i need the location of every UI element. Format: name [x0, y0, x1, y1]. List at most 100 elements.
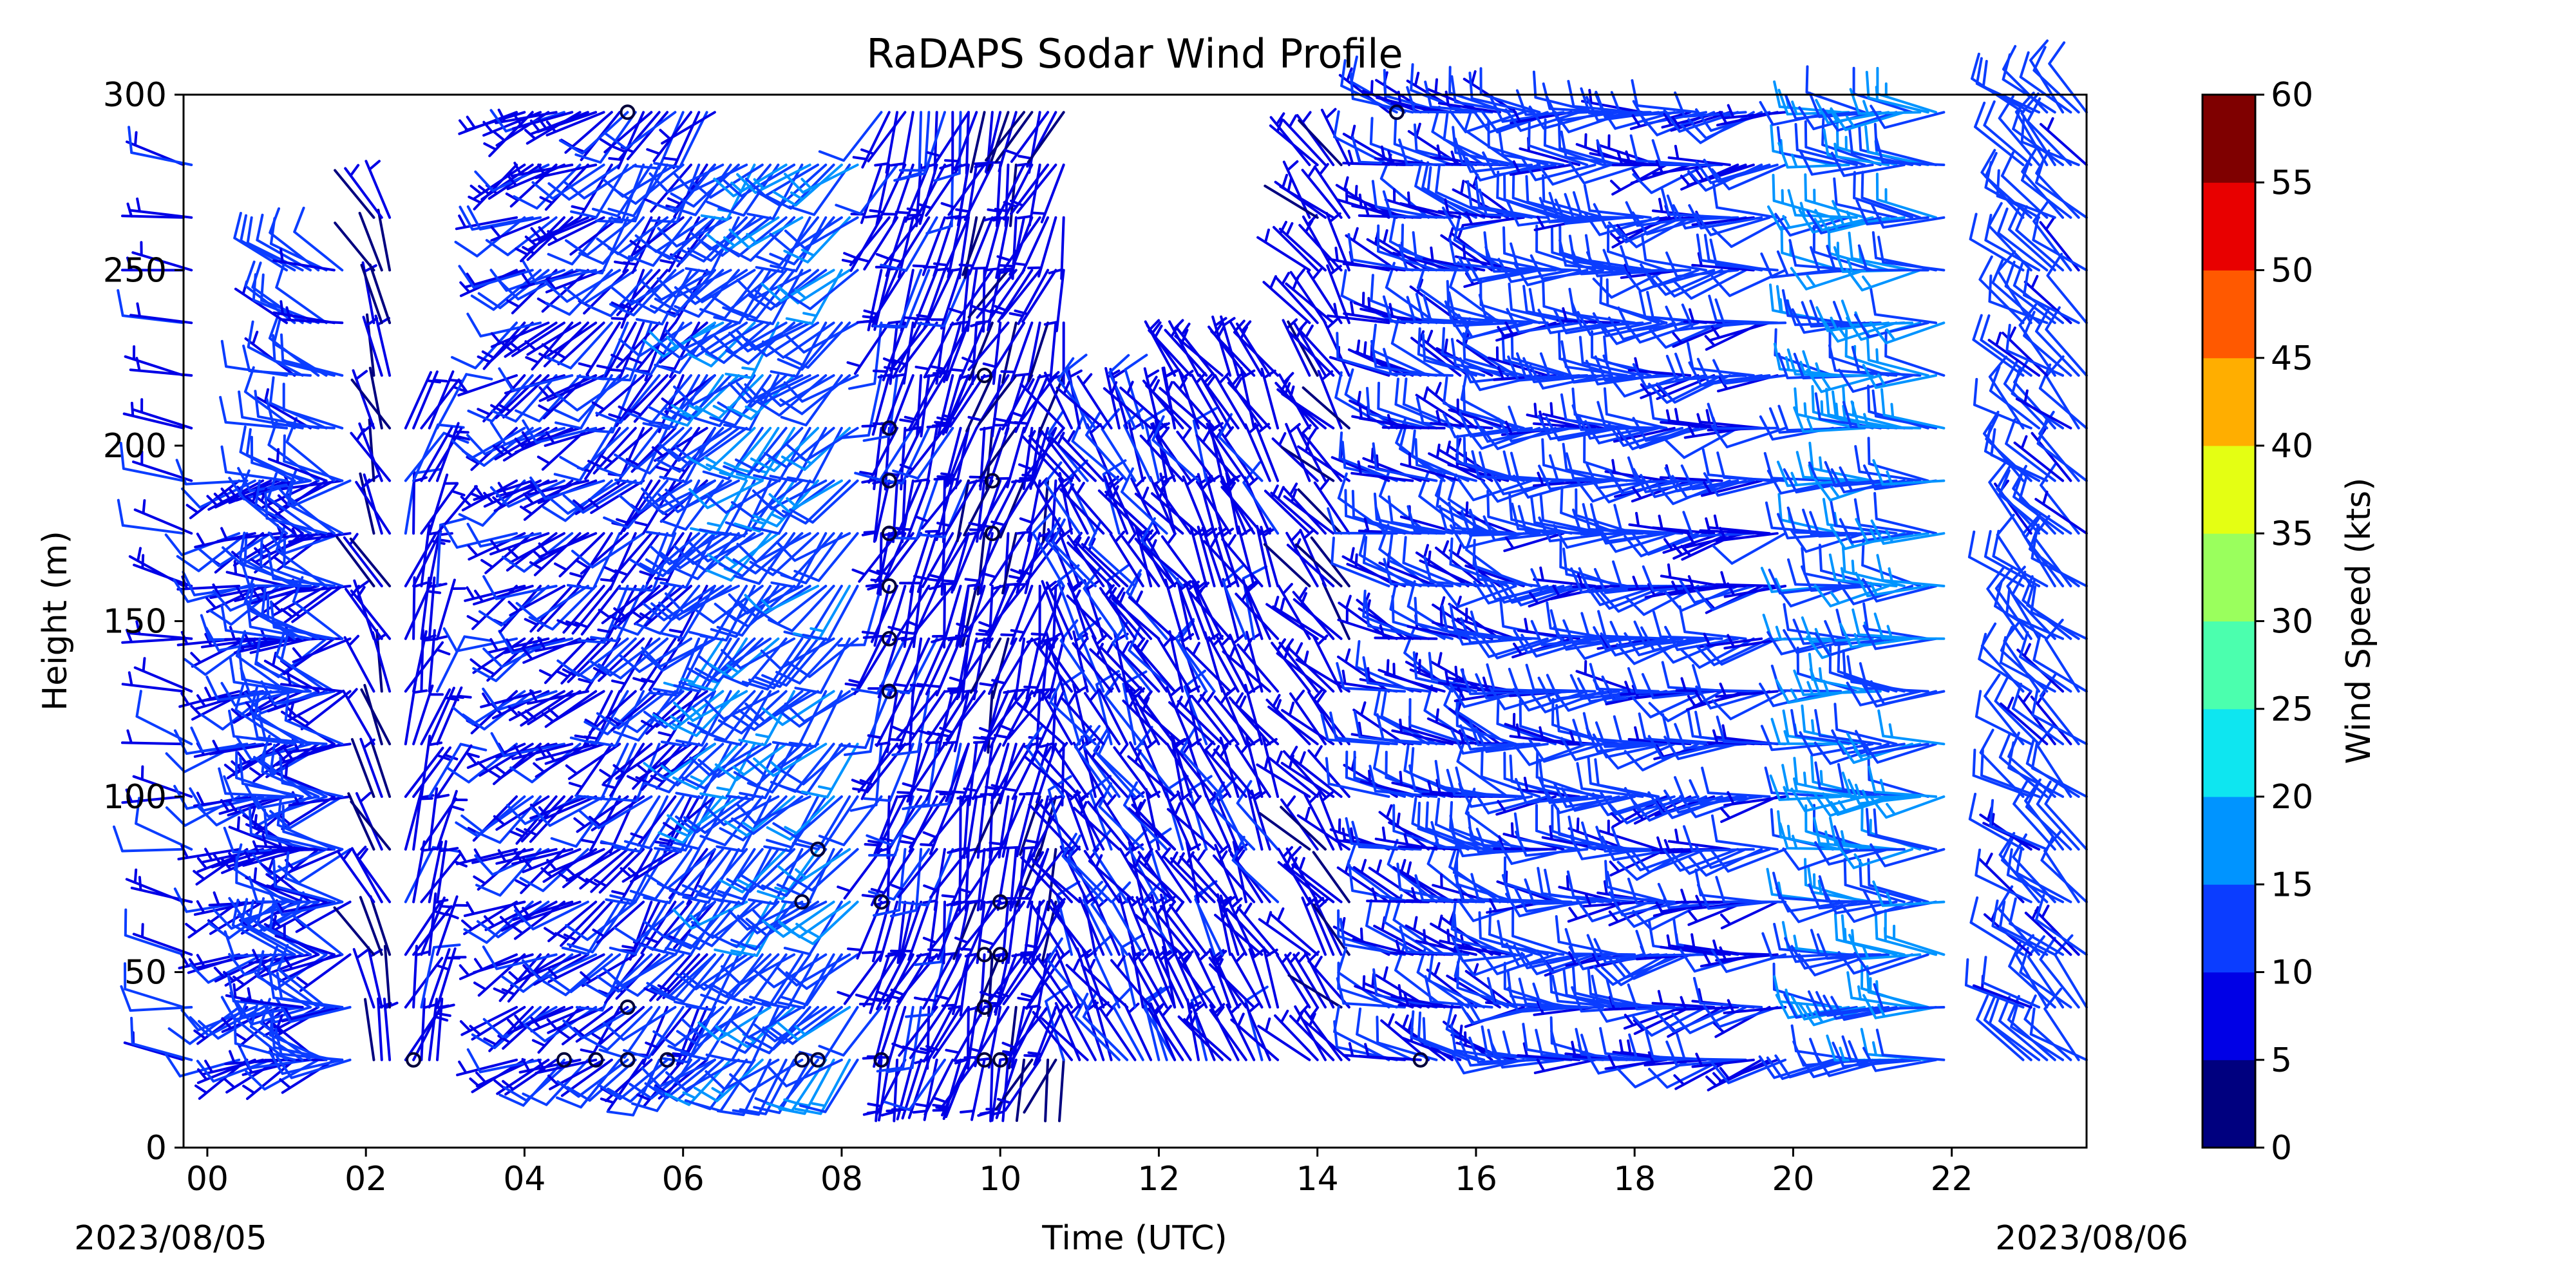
wind-barb — [224, 625, 289, 641]
wind-barb — [412, 370, 448, 430]
wind-barb — [649, 164, 724, 194]
wind-barb — [690, 164, 764, 199]
wind-barb — [1462, 384, 1525, 430]
colorbar-tick-label: 0 — [2271, 1129, 2292, 1168]
wind-barb — [1999, 696, 2049, 746]
wind-barb — [987, 690, 994, 754]
wind-barb — [1627, 575, 1692, 591]
wind-barb — [1052, 742, 1089, 798]
wind-barb — [940, 426, 978, 485]
wind-barb — [918, 164, 962, 217]
wind-barb — [1119, 381, 1168, 430]
wind-barb — [538, 637, 589, 685]
wind-barb — [233, 212, 289, 272]
wind-barb — [1600, 743, 1676, 770]
wind-barb — [539, 164, 589, 211]
wind-barb — [768, 585, 835, 632]
wind-barb — [636, 743, 692, 780]
wind-barb — [1468, 719, 1541, 746]
colorbar-tick-label: 50 — [2271, 252, 2313, 290]
wind-barb — [1025, 900, 1065, 957]
wind-barb — [530, 216, 589, 243]
wind-barb — [1041, 1012, 1089, 1061]
wind-barb — [133, 499, 193, 535]
wind-barb — [1830, 151, 1906, 177]
wind-barb — [1495, 795, 1557, 816]
wind-barb — [1039, 688, 1073, 746]
wind-barb — [483, 1006, 534, 1052]
colorbar — [2202, 95, 2255, 1148]
calm-marker — [881, 526, 897, 542]
wind-barb — [279, 671, 344, 693]
wind-barb — [1809, 511, 1882, 538]
wind-barb — [1595, 721, 1668, 748]
wind-barb — [730, 479, 804, 519]
wind-barb — [1176, 954, 1216, 1009]
wind-barb — [1257, 1017, 1311, 1061]
wind-barb — [1623, 1006, 1684, 1030]
wind-barb — [956, 585, 1002, 637]
wind-barb — [1723, 582, 1787, 598]
wind-barb — [1023, 750, 1073, 798]
wind-barb — [334, 222, 375, 272]
wind-barb — [1426, 166, 1486, 219]
wind-barb — [657, 216, 732, 248]
wind-barb — [630, 585, 685, 625]
wind-barb — [1998, 900, 2056, 956]
wind-barb — [268, 1050, 344, 1075]
wind-barb — [256, 833, 320, 851]
wind-barb — [1641, 673, 1716, 699]
wind-barb — [1511, 909, 1573, 956]
colorbar-band — [2202, 708, 2255, 797]
wind-barb — [1345, 227, 1398, 272]
wind-barb — [665, 479, 740, 510]
wind-barb — [121, 788, 185, 804]
wind-barb — [1056, 381, 1105, 430]
wind-barb — [848, 637, 891, 692]
wind-barb — [969, 637, 1002, 694]
wind-barb — [121, 671, 185, 693]
wind-barb — [293, 206, 344, 272]
wind-barb — [1598, 819, 1660, 851]
wind-barb — [1336, 662, 1406, 693]
wind-barb — [487, 637, 550, 654]
x-tick-label: 14 — [1296, 1160, 1339, 1198]
wind-barb — [994, 164, 1034, 221]
wind-barb — [1028, 430, 1073, 482]
wind-barb — [2005, 587, 2065, 640]
wind-barb — [350, 428, 392, 482]
wind-barb — [497, 1006, 550, 1050]
wind-barb — [1716, 715, 1787, 746]
wind-barb — [1580, 893, 1644, 908]
wind-barb — [2006, 848, 2065, 904]
wind-barb — [1715, 876, 1787, 904]
wind-barb — [1651, 139, 1723, 166]
wind-barb — [988, 743, 1018, 804]
wind-barb — [1366, 386, 1430, 430]
wind-barb — [490, 321, 550, 348]
wind-barb — [1852, 608, 1922, 640]
wind-barb — [1099, 1005, 1137, 1061]
wind-barb — [1870, 843, 1946, 867]
wind-barb — [1497, 417, 1573, 442]
wind-barb — [851, 532, 899, 583]
wind-barb — [280, 333, 344, 377]
wind-barb — [360, 263, 383, 325]
wind-barb — [989, 795, 1026, 854]
wind-barb — [645, 900, 692, 951]
wind-barb — [2029, 524, 2080, 587]
wind-barb — [538, 374, 598, 402]
wind-barb — [1982, 956, 2041, 1009]
wind-barb — [1134, 486, 1184, 535]
wind-barb — [466, 522, 542, 548]
wind-barb — [455, 795, 526, 838]
wind-barb — [1562, 547, 1628, 587]
wind-barb — [1032, 1007, 1073, 1061]
wind-barb — [1978, 255, 2025, 325]
wind-barb — [558, 1006, 613, 1046]
wind-barb — [1012, 216, 1050, 274]
calm-marker — [588, 1052, 604, 1068]
wind-barb — [242, 345, 312, 377]
wind-barb — [428, 473, 459, 535]
wind-barb — [1302, 1012, 1350, 1061]
